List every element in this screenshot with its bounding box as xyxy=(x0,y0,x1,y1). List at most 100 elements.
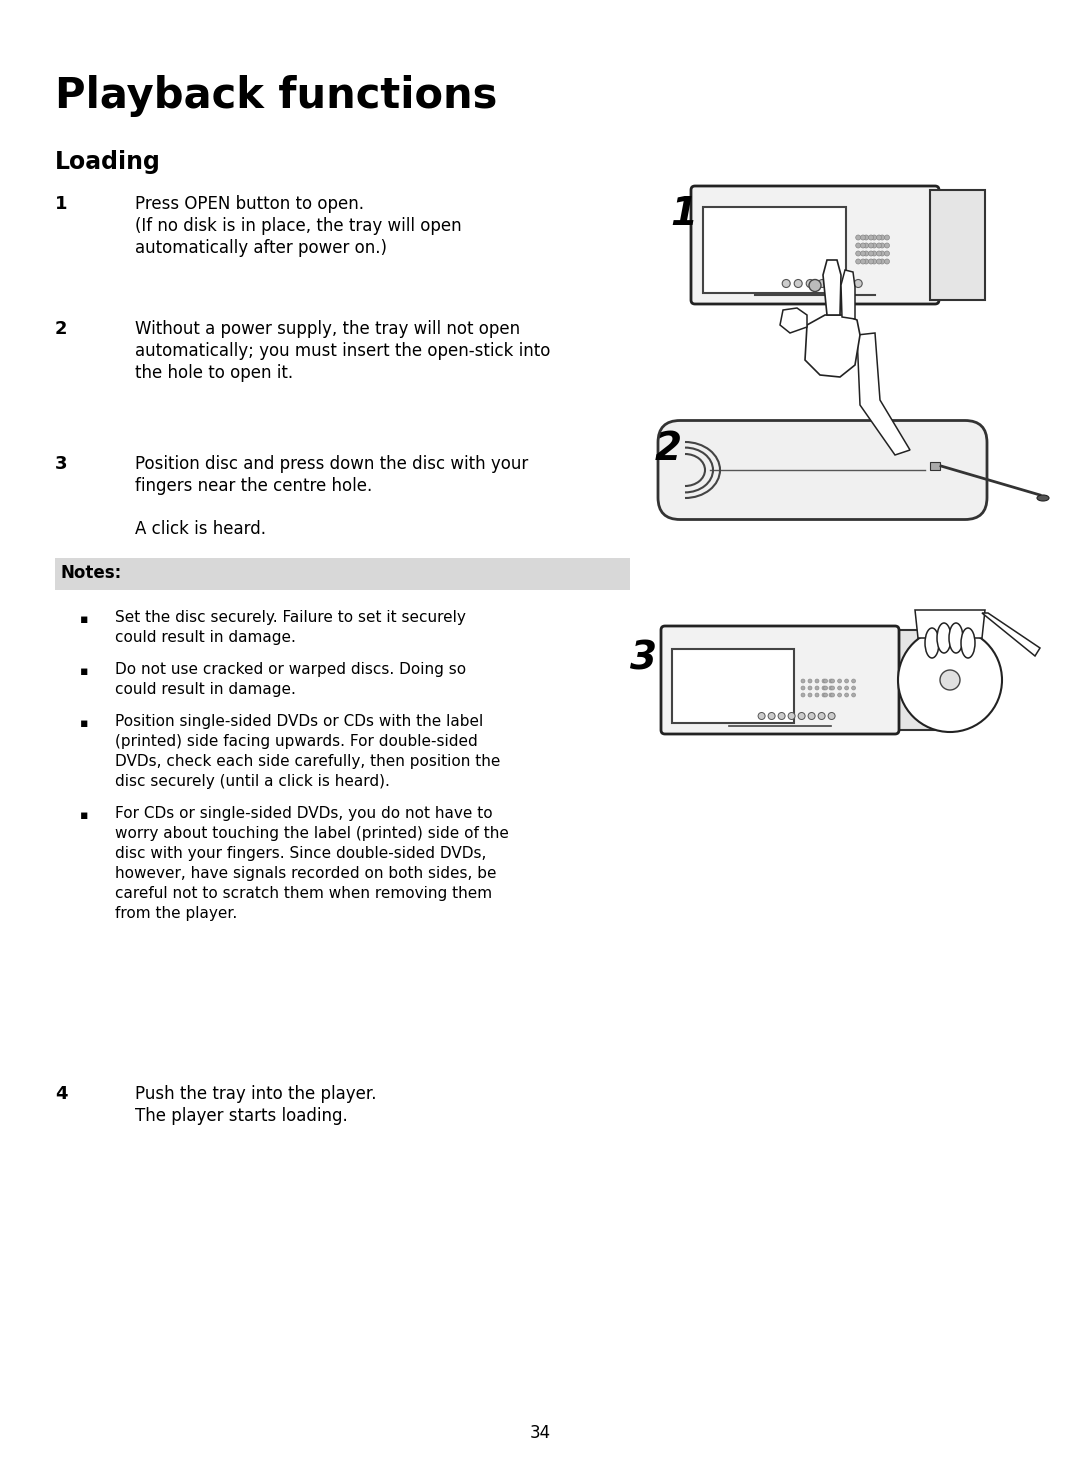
Text: The player starts loading.: The player starts loading. xyxy=(135,1107,348,1125)
Circle shape xyxy=(768,712,775,720)
Circle shape xyxy=(877,259,881,265)
Circle shape xyxy=(838,678,841,683)
Ellipse shape xyxy=(949,624,963,653)
Text: Do not use cracked or warped discs. Doing so: Do not use cracked or warped discs. Doin… xyxy=(114,662,467,677)
Circle shape xyxy=(801,678,805,683)
Circle shape xyxy=(855,235,861,239)
Text: Without a power supply, the tray will not open: Without a power supply, the tray will no… xyxy=(135,321,521,338)
Circle shape xyxy=(868,251,874,256)
Circle shape xyxy=(854,279,862,288)
Circle shape xyxy=(808,712,815,720)
Text: 1: 1 xyxy=(670,195,697,234)
Text: could result in damage.: could result in damage. xyxy=(114,630,296,644)
Polygon shape xyxy=(915,610,985,638)
Circle shape xyxy=(864,242,868,248)
Circle shape xyxy=(897,628,1002,732)
Circle shape xyxy=(824,686,827,690)
Text: could result in damage.: could result in damage. xyxy=(114,681,296,698)
Circle shape xyxy=(838,693,841,698)
Circle shape xyxy=(861,251,865,256)
Ellipse shape xyxy=(961,628,975,658)
Text: ▪: ▪ xyxy=(80,613,89,627)
Polygon shape xyxy=(858,333,910,455)
Circle shape xyxy=(864,251,868,256)
Circle shape xyxy=(855,259,861,265)
Circle shape xyxy=(872,251,877,256)
Circle shape xyxy=(815,678,819,683)
Circle shape xyxy=(852,678,855,683)
Circle shape xyxy=(855,242,861,248)
Circle shape xyxy=(880,251,885,256)
Circle shape xyxy=(845,678,849,683)
Text: ▪: ▪ xyxy=(80,665,89,678)
Circle shape xyxy=(801,686,805,690)
Text: 34: 34 xyxy=(529,1423,551,1443)
Circle shape xyxy=(855,251,861,256)
Text: Push the tray into the player.: Push the tray into the player. xyxy=(135,1085,377,1103)
Circle shape xyxy=(880,242,885,248)
Circle shape xyxy=(815,693,819,698)
Circle shape xyxy=(808,693,812,698)
Circle shape xyxy=(838,686,841,690)
Circle shape xyxy=(868,259,874,265)
Text: careful not to scratch them when removing them: careful not to scratch them when removin… xyxy=(114,885,492,902)
Ellipse shape xyxy=(937,624,951,653)
Circle shape xyxy=(885,259,890,265)
Text: 3: 3 xyxy=(630,640,657,678)
FancyBboxPatch shape xyxy=(672,649,794,723)
FancyBboxPatch shape xyxy=(691,186,939,304)
Bar xyxy=(55,559,630,590)
Text: disc securely (until a click is heard).: disc securely (until a click is heard). xyxy=(114,774,390,789)
FancyBboxPatch shape xyxy=(892,630,951,730)
FancyBboxPatch shape xyxy=(661,627,899,735)
Text: 2: 2 xyxy=(654,430,681,469)
Circle shape xyxy=(940,670,960,690)
Text: ▪: ▪ xyxy=(80,808,89,822)
Text: worry about touching the label (printed) side of the: worry about touching the label (printed)… xyxy=(114,826,509,841)
Text: A click is heard.: A click is heard. xyxy=(135,520,266,538)
Circle shape xyxy=(868,242,874,248)
FancyBboxPatch shape xyxy=(703,207,846,293)
Circle shape xyxy=(868,235,874,239)
Text: automatically; you must insert the open-stick into: automatically; you must insert the open-… xyxy=(135,341,551,361)
Circle shape xyxy=(758,712,765,720)
Circle shape xyxy=(845,693,849,698)
Circle shape xyxy=(831,279,838,288)
Circle shape xyxy=(822,693,826,698)
Text: (printed) side facing upwards. For double-sided: (printed) side facing upwards. For doubl… xyxy=(114,735,477,749)
Text: ▪: ▪ xyxy=(80,717,89,730)
Circle shape xyxy=(794,279,802,288)
Text: 3: 3 xyxy=(55,455,67,473)
Circle shape xyxy=(809,279,821,291)
Circle shape xyxy=(861,242,865,248)
Circle shape xyxy=(842,279,850,288)
Text: (If no disk is in place, the tray will open: (If no disk is in place, the tray will o… xyxy=(135,217,461,235)
Text: 1: 1 xyxy=(55,195,67,213)
Circle shape xyxy=(808,678,812,683)
Text: Playback functions: Playback functions xyxy=(55,75,498,117)
Circle shape xyxy=(864,235,868,239)
Text: 4: 4 xyxy=(55,1085,67,1103)
Circle shape xyxy=(824,678,827,683)
Ellipse shape xyxy=(1037,495,1049,501)
Text: Loading: Loading xyxy=(55,149,161,174)
Text: Press OPEN button to open.: Press OPEN button to open. xyxy=(135,195,364,213)
Circle shape xyxy=(829,686,833,690)
Circle shape xyxy=(819,279,826,288)
Polygon shape xyxy=(841,270,855,319)
Circle shape xyxy=(822,686,826,690)
Text: the hole to open it.: the hole to open it. xyxy=(135,364,293,381)
Circle shape xyxy=(778,712,785,720)
Circle shape xyxy=(831,686,835,690)
Circle shape xyxy=(831,693,835,698)
Circle shape xyxy=(861,235,865,239)
Text: Position single-sided DVDs or CDs with the label: Position single-sided DVDs or CDs with t… xyxy=(114,714,483,729)
Circle shape xyxy=(880,235,885,239)
Polygon shape xyxy=(982,613,1040,656)
Circle shape xyxy=(788,712,795,720)
Text: Position disc and press down the disc with your: Position disc and press down the disc wi… xyxy=(135,455,528,473)
Text: however, have signals recorded on both sides, be: however, have signals recorded on both s… xyxy=(114,866,497,881)
Text: For CDs or single-sided DVDs, you do not have to: For CDs or single-sided DVDs, you do not… xyxy=(114,806,492,820)
Circle shape xyxy=(880,259,885,265)
Circle shape xyxy=(877,242,881,248)
